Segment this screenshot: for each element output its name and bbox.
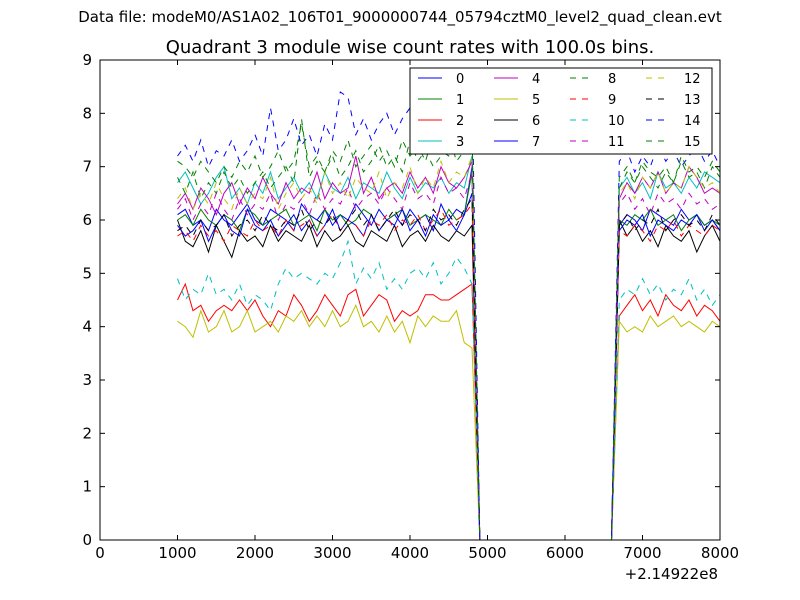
x-tick-label: 5000	[468, 544, 506, 562]
y-tick-label: 7	[82, 158, 92, 176]
y-tick-label: 1	[82, 478, 92, 496]
legend-label-9: 9	[608, 93, 616, 108]
series-line-1	[177, 171, 721, 541]
figure-suptitle: Data file: modeM0/AS1A02_106T01_90000007…	[78, 8, 722, 26]
legend-label-10: 10	[608, 114, 625, 129]
x-tick-label: 4000	[391, 544, 429, 562]
legend-label-0: 0	[456, 72, 464, 87]
series-line-6	[177, 219, 721, 541]
x-tick-label: 1000	[158, 544, 196, 562]
x-offset-label: +2.14922e8	[625, 565, 718, 583]
plot-area	[177, 81, 721, 541]
series-line-0	[177, 166, 721, 541]
legend-label-4: 4	[532, 72, 540, 87]
x-tick-label: 8000	[701, 544, 739, 562]
y-tick-label: 3	[82, 371, 92, 389]
series-line-2	[177, 282, 721, 541]
series-line-13	[177, 197, 721, 541]
y-tick-label: 9	[82, 51, 92, 69]
x-tick-label: 0	[95, 544, 105, 562]
legend-label-15: 15	[684, 135, 701, 150]
legend-frame	[409, 67, 713, 155]
legend-label-5: 5	[532, 93, 540, 108]
x-tick-label: 2000	[236, 544, 274, 562]
series-line-9	[177, 202, 721, 541]
y-tick-label: 6	[82, 211, 92, 229]
x-tick-label: 7000	[623, 544, 661, 562]
series-line-4	[177, 155, 721, 541]
y-tick-label: 8	[82, 104, 92, 122]
x-tick-label: 3000	[313, 544, 351, 562]
series-line-7	[177, 193, 721, 541]
series-line-5	[177, 304, 721, 541]
legend-label-8: 8	[608, 72, 616, 87]
legend-label-7: 7	[532, 135, 540, 150]
x-axis: 0 1000 2000 3000 4000 5000 6000 7000 8000	[95, 60, 739, 562]
legend-label-6: 6	[532, 114, 540, 129]
legend-label-1: 1	[456, 93, 464, 108]
series-line-12	[177, 155, 721, 541]
series-line-3	[177, 155, 721, 541]
y-tick-label: 0	[82, 531, 92, 549]
chart-title: Quadrant 3 module wise count rates with …	[166, 37, 655, 58]
series-line-14	[177, 81, 721, 541]
y-tick-label: 4	[82, 318, 92, 336]
legend-label-3: 3	[456, 135, 464, 150]
legend-label-12: 12	[684, 72, 701, 87]
x-tick-label: 6000	[546, 544, 584, 562]
y-tick-label: 5	[82, 264, 92, 282]
legend-label-2: 2	[456, 114, 464, 129]
series-line-11	[177, 171, 721, 541]
series-line-10	[177, 239, 721, 541]
legend-label-14: 14	[684, 114, 701, 129]
legend-label-13: 13	[684, 93, 701, 108]
legend-label-11: 11	[608, 135, 625, 150]
y-tick-label: 2	[82, 424, 92, 442]
